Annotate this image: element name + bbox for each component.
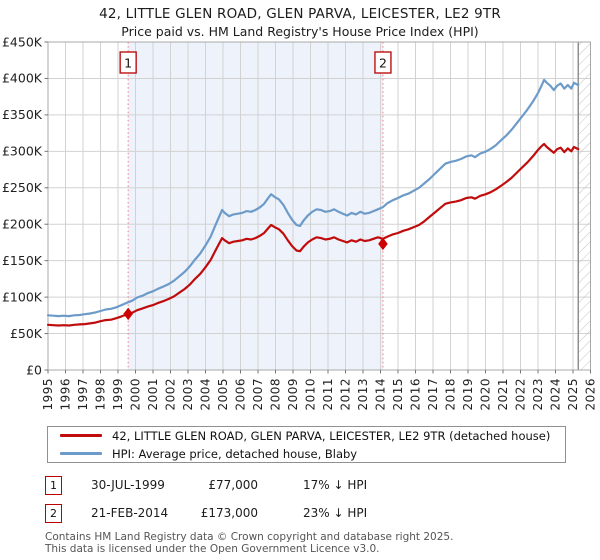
price-history-chart: 1 2 £0 £50K £100K £150K £200K £250K £300K £350K £4…	[2, 34, 598, 411]
x-axis-tick-label: 1998	[94, 378, 108, 411]
future-hatch-region	[578, 42, 591, 370]
chart-legend: 42, LITTLE GLEN ROAD, GLEN PARVA, LEICES…	[47, 426, 566, 463]
x-axis-tick-label: 2022	[514, 378, 528, 411]
x-axis-tick-label: 2015	[391, 378, 405, 411]
y-axis-tick-label: £0	[26, 362, 42, 377]
sale-annotation-box	[119, 51, 137, 74]
property-price-line	[46, 142, 580, 327]
transaction-row: 2 21-FEB-2014 £173,000 23% ↓ HPI	[45, 504, 565, 524]
transaction-vs-hpi: 23% ↓ HPI	[303, 506, 368, 520]
footer-line2: This data is licensed under the Open Gov…	[45, 542, 380, 555]
legend-label: 42, LITTLE GLEN ROAD, GLEN PARVA, LEICES…	[112, 428, 551, 443]
y-axis-tick-label: £150K	[2, 253, 43, 268]
x-axis-tick-label: 2024	[549, 378, 563, 411]
transaction-price: £173,000	[200, 506, 258, 520]
x-axis-tick-label: 2009	[286, 378, 300, 411]
y-axis-tick-label: £250K	[2, 180, 43, 195]
legend-item-property: 42, LITTLE GLEN ROAD, GLEN PARVA, LEICES…	[48, 429, 565, 443]
axis-ticks	[44, 41, 591, 374]
x-axis-tick-label: 2006	[234, 378, 248, 411]
license-footer: Contains HM Land Registry data © Crown c…	[45, 531, 585, 555]
x-axis-tick-label: 2023	[531, 378, 545, 411]
x-axis-tick-label: 1995	[41, 378, 55, 411]
y-axis-tick-label: £450K	[2, 34, 43, 49]
x-axis-tick-label: 2010	[304, 378, 318, 411]
y-axis-tick-label: £350K	[2, 107, 43, 122]
y-axis-tick-label: £100K	[2, 289, 43, 304]
x-axis-tick-label: 2001	[146, 378, 160, 411]
x-axis-tick-label: 1999	[111, 378, 125, 411]
y-axis-tick-label: £300K	[2, 144, 43, 159]
x-axis-tick-label: 2012	[339, 378, 353, 411]
x-axis-tick-label: 2007	[251, 378, 265, 411]
x-axis-tick-label: 2020	[479, 378, 493, 411]
x-axis-tick-label: 2019	[461, 378, 475, 411]
sale-marker-diamond	[123, 307, 133, 321]
x-axis-tick-label: 2017	[426, 378, 440, 411]
x-axis-tick-label: 2018	[444, 378, 458, 411]
x-axis-tick-label: 2004	[199, 378, 213, 411]
x-axis-tick-label: 2021	[496, 378, 510, 411]
transaction-price: £77,000	[208, 478, 258, 492]
x-axis-tick-label: 2005	[216, 378, 230, 411]
x-axis-tick-label: 1996	[59, 378, 73, 411]
hpi-line-swatch	[60, 452, 102, 455]
x-axis-tick-label: 2016	[409, 378, 423, 411]
y-axis-tick-label: £50K	[10, 326, 43, 341]
x-axis-tick-label: 2002	[164, 378, 178, 411]
x-axis-tick-label: 2025	[566, 378, 580, 411]
x-axis-tick-label: 2011	[321, 378, 335, 411]
y-axis-tick-label: £400K	[2, 71, 43, 86]
sale-annotation-number: 1	[124, 56, 132, 71]
legend-label: HPI: Average price, detached house, Blab…	[112, 446, 358, 461]
x-axis-tick-label: 1997	[76, 378, 90, 411]
x-axis-tick-label: 2003	[181, 378, 195, 411]
x-axis-tick-label: 2013	[356, 378, 370, 411]
page-subtitle: Price paid vs. HM Land Registry's House …	[121, 24, 479, 39]
x-axis-tick-label: 2000	[129, 378, 143, 411]
sale-marker-diamond	[378, 237, 388, 251]
page-title: 42, LITTLE GLEN ROAD, GLEN PARVA, LEICES…	[99, 6, 501, 22]
transaction-date: 21-FEB-2014	[91, 506, 169, 520]
transaction-number-badge: 1	[45, 476, 62, 495]
transaction-number-badge: 2	[45, 504, 62, 523]
footer-line1: Contains HM Land Registry data © Crown c…	[45, 531, 454, 543]
x-axis-tick-label: 2014	[374, 378, 388, 411]
sale-annotation-box	[374, 51, 392, 74]
plot-border	[47, 41, 591, 371]
x-axis-tick-label: 2026	[584, 378, 598, 411]
hpi-line	[46, 78, 580, 318]
property-line-swatch	[60, 434, 102, 437]
x-axis-tick-label: 2008	[269, 378, 283, 411]
y-axis-tick-label: £200K	[2, 217, 43, 232]
between-sales-shading	[128, 42, 383, 370]
transaction-date: 30-JUL-1999	[91, 478, 165, 492]
transaction-row: 1 30-JUL-1999 £77,000 17% ↓ HPI	[45, 476, 565, 496]
transaction-vs-hpi: 17% ↓ HPI	[303, 478, 368, 492]
legend-item-hpi: HPI: Average price, detached house, Blab…	[48, 447, 565, 461]
sale-annotation-number: 2	[379, 56, 387, 71]
